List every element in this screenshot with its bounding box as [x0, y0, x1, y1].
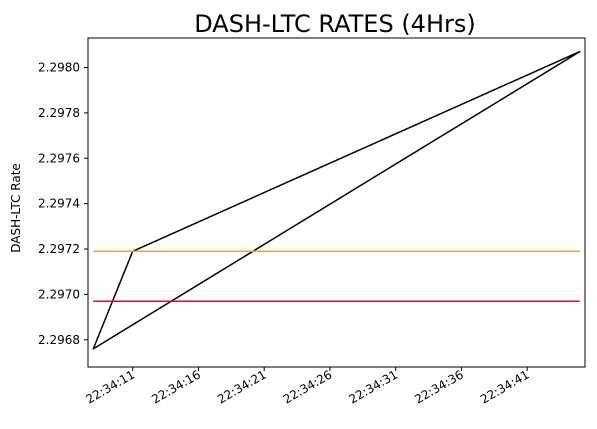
y-tick-label: 2.2972 [38, 242, 80, 256]
x-tick-label: 22:34:11 [84, 367, 138, 406]
x-axis-ticks: 22:34:11 22:34:16 22:34:21 22:34:26 22:34:31… [84, 367, 532, 407]
y-tick-label: 2.2970 [38, 287, 80, 301]
y-tick-label: 2.2974 [38, 197, 80, 211]
x-tick-label: 22:34:41 [478, 367, 532, 406]
plot-frame [87, 37, 586, 368]
x-tick-label: 22:34:31 [346, 367, 400, 406]
plot-area [92, 50, 581, 350]
y-axis-ticks: 2.2968 2.2970 2.2972 2.2974 2.2976 2.2978 2.29… [38, 60, 88, 347]
series-line-0 [92, 50, 581, 350]
x-tick-label: 22:34:36 [412, 367, 466, 406]
y-tick-label: 2.2976 [38, 151, 80, 165]
x-tick-label: 22:34:16 [149, 367, 203, 406]
chart-title: DASH-LTC RATES (4Hrs) [194, 10, 475, 38]
y-tick-label: 2.2978 [38, 106, 80, 120]
y-tick-label: 2.2968 [38, 333, 80, 347]
y-axis-label: DASH-LTC Rate [9, 163, 23, 253]
y-tick-label: 2.2980 [38, 60, 80, 74]
x-tick-label: 22:34:21 [215, 367, 269, 406]
x-tick-label: 22:34:26 [281, 367, 335, 406]
